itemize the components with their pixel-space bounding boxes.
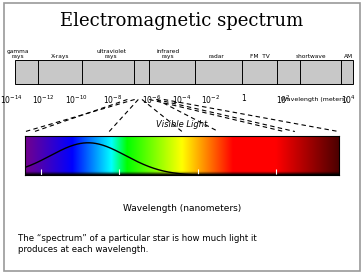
Text: $10^{-10}$: $10^{-10}$ bbox=[65, 94, 88, 106]
Text: $10^{-14}$: $10^{-14}$ bbox=[0, 94, 22, 106]
Text: shortwave: shortwave bbox=[296, 55, 327, 59]
X-axis label: Wavelength (nanometers): Wavelength (nanometers) bbox=[123, 204, 241, 213]
Text: FM  TV: FM TV bbox=[250, 55, 270, 59]
Bar bbox=[15, 60, 353, 84]
Text: ultraviolet
rays: ultraviolet rays bbox=[96, 49, 126, 59]
Text: $10^{2}$: $10^{2}$ bbox=[276, 94, 290, 106]
Text: Electromagnetic spectrum: Electromagnetic spectrum bbox=[60, 12, 304, 30]
Text: $10^{4}$: $10^{4}$ bbox=[341, 94, 356, 106]
Text: 1: 1 bbox=[241, 94, 246, 103]
Text: $10^{-4}$: $10^{-4}$ bbox=[171, 94, 191, 106]
Text: infrared
rays: infrared rays bbox=[157, 49, 180, 59]
Text: $10^{-2}$: $10^{-2}$ bbox=[201, 94, 220, 106]
Text: gamma
rays: gamma rays bbox=[6, 49, 29, 59]
Text: Wavelength (meters): Wavelength (meters) bbox=[281, 97, 348, 102]
Text: The “spectrum” of a particular star is how much light it
produces at each wavele: The “spectrum” of a particular star is h… bbox=[18, 234, 257, 254]
Text: X-rays: X-rays bbox=[51, 55, 69, 59]
Text: $10^{-8}$: $10^{-8}$ bbox=[103, 94, 122, 106]
Text: $10^{-6}$: $10^{-6}$ bbox=[142, 94, 162, 106]
Text: Visible Light: Visible Light bbox=[157, 120, 207, 129]
Text: $10^{-12}$: $10^{-12}$ bbox=[32, 94, 55, 106]
Text: AM: AM bbox=[344, 55, 353, 59]
Text: radar: radar bbox=[209, 55, 225, 59]
